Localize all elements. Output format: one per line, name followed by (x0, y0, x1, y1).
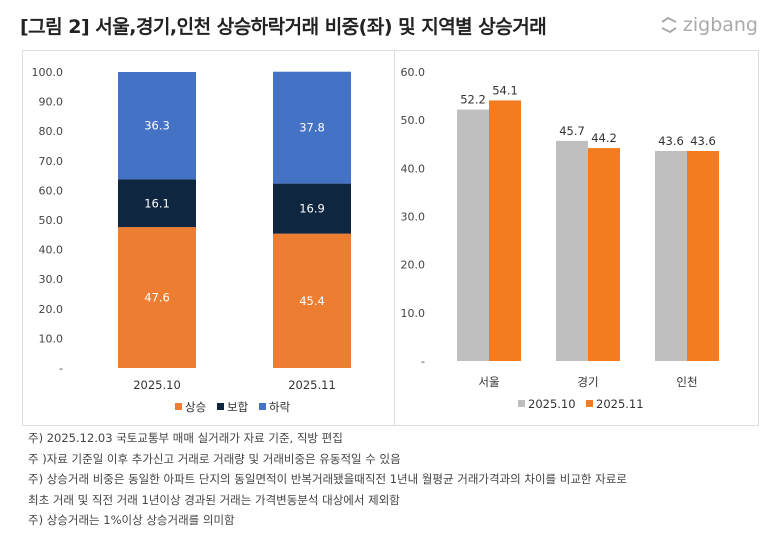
y-tick-label: 60.0 (401, 66, 426, 79)
legend-label: 보합 (227, 400, 249, 414)
data-label: 44.2 (591, 131, 617, 145)
bar-2025.11 (489, 100, 521, 361)
bar-2025.10 (655, 150, 687, 361)
data-label: 16.9 (299, 202, 325, 216)
bar-segment-보합 (273, 183, 351, 234)
y-tick-label: 50.0 (401, 114, 426, 127)
bar-2025.11 (687, 150, 719, 361)
left-chart-panel: - 10.0 20.0 30.0 40.0 50.0 60.0 70.0 80.0 90.0 100… (22, 50, 396, 426)
right-chart-panel: - 10.0 20.0 30.0 40.0 50.0 60.0 52.2 54.1 서울 45.7 4… (394, 50, 759, 426)
data-label: 36.3 (144, 119, 170, 133)
legend-swatch (217, 403, 224, 410)
data-label: 47.6 (144, 291, 170, 305)
y-tick-label: 30.0 (401, 211, 426, 224)
bar-segment-보합 (118, 179, 196, 228)
y-tick-label: - (421, 355, 425, 368)
y-tick-label: 40.0 (39, 244, 64, 257)
bar-2025.10 (556, 140, 588, 361)
bar-2025.11 (588, 148, 620, 361)
data-label: 16.1 (144, 196, 170, 210)
bar-2025.10 (457, 109, 489, 361)
y-tick-label: 10.0 (39, 332, 64, 345)
y-tick-label: 50.0 (39, 214, 64, 227)
legend-swatch (586, 400, 593, 407)
y-tick-label: 60.0 (39, 184, 64, 197)
zigbang-logo: zigbang (659, 14, 758, 36)
x-tick-label: 인천 (676, 375, 697, 389)
y-tick-label: 20.0 (39, 303, 64, 316)
footnotes: 주) 2025.12.03 국토교통부 매매 실거래가 자료 기준, 직방 편집… (28, 428, 627, 531)
x-tick-label: 서울 (478, 375, 499, 389)
stacked-bar-chart: - 10.0 20.0 30.0 40.0 50.0 60.0 70.0 80.0 90.0 100… (32, 66, 351, 414)
legend-label: 상승 (185, 400, 206, 414)
footnote: 주) 상승거래 비중은 동일한 아파트 단지의 동일면적이 반복거래됐을때직전 … (28, 472, 627, 487)
y-tick-label: 30.0 (39, 273, 64, 286)
data-label: 43.6 (690, 134, 716, 148)
data-label: 45.7 (559, 124, 585, 138)
x-tick-label: 2025.11 (288, 378, 336, 392)
footnote: 주 )자료 기준일 이후 추가신고 거래로 거래량 및 거래비중은 유동적일 수… (28, 451, 401, 466)
x-tick-label: 경기 (577, 375, 598, 389)
footnote: 주) 상승거래는 1%이상 상승거래를 의미함 (28, 513, 235, 528)
data-label: 43.6 (658, 134, 684, 148)
footnote: 최초 거래 및 직전 거래 1년이상 경과된 거래는 가격변동분석 대상에서 제… (28, 492, 400, 507)
y-tick-label: 10.0 (401, 307, 426, 320)
footnote: 주) 2025.12.03 국토교통부 매매 실거래가 자료 기준, 직방 편집 (28, 431, 343, 445)
y-tick-label: 100.0 (32, 66, 64, 79)
data-label: 37.8 (299, 121, 325, 135)
legend-swatch (518, 400, 525, 407)
grouped-bar-chart: - 10.0 20.0 30.0 40.0 50.0 60.0 52.2 54.1 서울 45.7 4… (401, 66, 719, 411)
y-tick-label: 40.0 (401, 162, 426, 175)
zigbang-logo-icon (661, 16, 677, 34)
bar-segment-하락 (273, 71, 351, 184)
legend-label: 하락 (269, 400, 291, 414)
legend-swatch (259, 403, 266, 410)
data-label: 45.4 (299, 294, 325, 308)
bar-segment-상승 (273, 233, 351, 368)
bar-segment-상승 (118, 227, 196, 368)
y-tick-label: 90.0 (39, 96, 64, 109)
data-label: 52.2 (460, 93, 486, 107)
page-title: [그림 2] 서울,경기,인천 상승하락거래 비중(좌) 및 지역별 상승거래 (20, 16, 547, 38)
bar-segment-하락 (118, 72, 196, 180)
y-tick-label: 80.0 (39, 125, 64, 138)
legend-label: 2025.10 (528, 397, 576, 411)
data-label: 54.1 (492, 83, 518, 97)
x-tick-label: 2025.10 (133, 378, 181, 392)
legend-label: 2025.11 (596, 397, 644, 411)
legend-swatch (175, 403, 182, 410)
logo-text: zigbang (682, 14, 758, 36)
y-tick-label: - (59, 362, 63, 375)
y-tick-label: 20.0 (401, 259, 426, 272)
y-tick-label: 70.0 (39, 155, 64, 168)
